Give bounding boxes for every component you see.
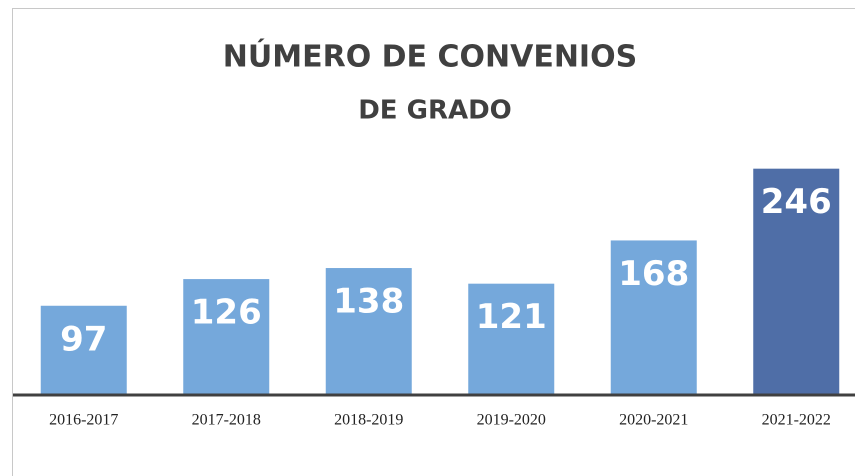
data-label: 138 <box>333 282 404 322</box>
bar <box>325 268 412 395</box>
bar <box>610 240 697 395</box>
data-label: 121 <box>476 297 547 337</box>
data-label: 97 <box>60 319 107 359</box>
bar <box>753 168 840 395</box>
x-tick-label: 2020-2021 <box>619 412 688 429</box>
data-label: 126 <box>191 293 262 333</box>
x-tick-label: 2016-2017 <box>49 412 118 429</box>
x-tick-label: 2021-2022 <box>762 412 831 429</box>
frame <box>12 8 855 476</box>
data-label: 246 <box>761 182 832 222</box>
x-tick-label: 2018-2019 <box>334 412 403 429</box>
data-label: 168 <box>618 254 689 294</box>
bar <box>468 283 555 395</box>
x-tick-label: 2019-2020 <box>477 412 546 429</box>
x-tick-label: 2017-2018 <box>192 412 261 429</box>
chart-title: NÚMERO DE CONVENIOS <box>223 38 637 75</box>
chart-subtitle: DE GRADO <box>358 96 512 126</box>
bar <box>40 305 127 395</box>
bar <box>183 279 270 395</box>
